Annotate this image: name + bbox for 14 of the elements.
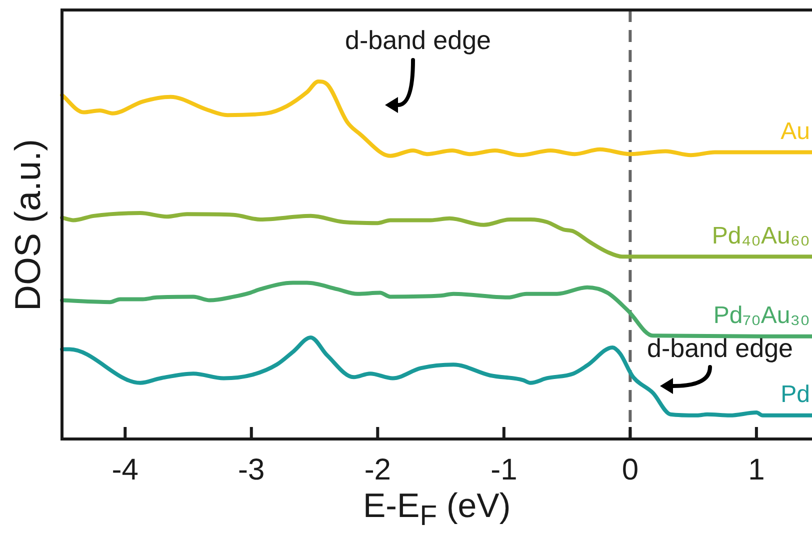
- text: d-band edge: [345, 24, 492, 56]
- x-axis-title: E-E$_{F}$ (eV): [363, 487, 511, 533]
- x-tick-label: -2: [364, 453, 391, 486]
- y-axis-title: DOS (a.u.): [7, 138, 50, 311]
- annotation: d-band edge: [647, 332, 794, 364]
- series-label: Pd₄₀Au₆₀: [712, 222, 810, 250]
- series-label: Au: [780, 118, 810, 145]
- series-label: Pd: [780, 381, 810, 408]
- x-tick-label: 1: [748, 453, 765, 486]
- x-tick-label: -4: [112, 453, 138, 486]
- x-tick-label: -1: [490, 453, 518, 486]
- series-label: Pd₇₀Au₃₀: [713, 302, 810, 330]
- x-tick-label: 0: [622, 453, 639, 486]
- x-tick-label: -3: [238, 453, 265, 486]
